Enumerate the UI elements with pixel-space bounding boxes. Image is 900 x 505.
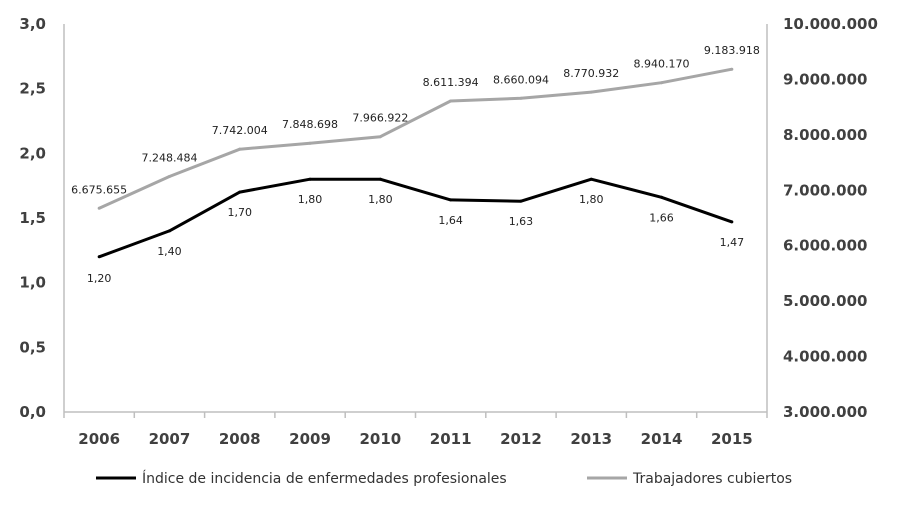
left-tick-label: 3,0	[19, 15, 46, 33]
data-label: 1,70	[228, 206, 253, 219]
right-tick-label: 3.000.000	[783, 403, 867, 421]
left-tick-label: 2,5	[19, 80, 46, 98]
x-tick-label: 2014	[641, 430, 683, 448]
data-point	[378, 135, 382, 139]
data-label: 9.183.918	[704, 44, 760, 57]
series-line-workers	[98, 67, 733, 210]
legend-label-incidence: Índice de incidencia de enfermedades pro…	[142, 470, 507, 487]
x-tick-label: 2007	[149, 430, 191, 448]
data-label: 8.940.170	[634, 58, 690, 71]
axes: 0,0 0,5 1,0 1,5 2,0 2,5 3,0 3.000.000 4.000.000 5…	[19, 15, 877, 448]
x-tick-label: 2010	[359, 430, 401, 448]
data-point	[238, 147, 242, 151]
data-point	[97, 255, 101, 259]
data-labels: 1,20 1,40 1,70 1,80 1,80 1,64 1,63 1,80 1,66 1,47…	[71, 44, 760, 285]
data-point	[167, 229, 171, 233]
data-label: 1,20	[87, 272, 112, 285]
series-line-incidence	[98, 177, 733, 259]
left-tick-label: 1,5	[19, 209, 46, 227]
data-label: 1,80	[368, 193, 393, 206]
data-label: 1,80	[298, 193, 323, 206]
data-point	[449, 198, 453, 202]
right-tick-label: 6.000.000	[783, 237, 867, 255]
legend-label-workers: Trabajadores cubiertos	[632, 471, 792, 487]
data-label: 8.770.932	[563, 67, 619, 80]
series-group	[97, 67, 734, 259]
left-tick-label: 1,0	[19, 274, 46, 292]
data-point	[449, 99, 453, 103]
data-point	[167, 175, 171, 179]
data-point	[660, 195, 664, 199]
x-tick-label: 2011	[430, 430, 472, 448]
left-tick-label: 2,0	[19, 144, 46, 162]
data-point	[730, 220, 734, 224]
data-label: 8.660.094	[493, 73, 549, 86]
x-tick-label: 2013	[570, 430, 612, 448]
data-point	[308, 141, 312, 145]
data-label: 7.248.484	[141, 152, 197, 165]
data-label: 7.966.922	[352, 112, 408, 125]
x-tick-label: 2012	[500, 430, 542, 448]
x-tick-label: 2009	[289, 430, 331, 448]
data-label: 7.848.698	[282, 118, 338, 131]
x-tick-label: 2015	[711, 430, 753, 448]
data-point	[97, 206, 101, 210]
data-point	[519, 96, 523, 100]
data-point	[519, 199, 523, 203]
right-tick-label: 8.000.000	[783, 126, 867, 144]
data-point	[660, 81, 664, 85]
data-label: 8.611.394	[423, 76, 479, 89]
right-tick-label: 9.000.000	[783, 70, 867, 88]
data-label: 1,64	[438, 214, 463, 227]
data-label: 1,80	[579, 193, 604, 206]
data-label: 1,40	[157, 245, 182, 258]
right-tick-label: 5.000.000	[783, 292, 867, 310]
data-point	[378, 177, 382, 181]
data-label: 7.742.004	[212, 124, 268, 137]
right-tick-label: 7.000.000	[783, 181, 867, 199]
x-tick-label: 2006	[78, 430, 120, 448]
data-point	[589, 90, 593, 94]
right-tick-label: 10.000.000	[783, 15, 878, 33]
data-label: 1,66	[649, 211, 674, 224]
x-tick-label: 2008	[219, 430, 261, 448]
data-point	[238, 190, 242, 194]
data-point	[730, 67, 734, 71]
data-label: 1,63	[509, 215, 534, 228]
left-tick-label: 0,5	[19, 338, 46, 356]
data-point	[589, 177, 593, 181]
data-label: 1,47	[720, 236, 745, 249]
legend: Índice de incidencia de enfermedades pro…	[96, 470, 792, 487]
data-point	[308, 177, 312, 181]
right-tick-label: 4.000.000	[783, 348, 867, 366]
data-label: 6.675.655	[71, 183, 127, 196]
left-tick-label: 0,0	[19, 403, 46, 421]
